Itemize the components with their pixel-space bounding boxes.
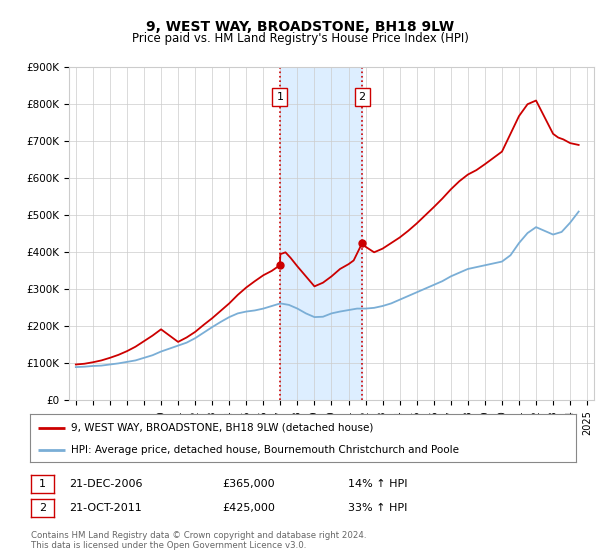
Text: 2: 2 (359, 92, 366, 102)
Text: 14% ↑ HPI: 14% ↑ HPI (348, 479, 407, 489)
Text: Contains HM Land Registry data © Crown copyright and database right 2024.
This d: Contains HM Land Registry data © Crown c… (31, 531, 367, 550)
Text: 2: 2 (39, 503, 46, 513)
Text: 21-OCT-2011: 21-OCT-2011 (69, 503, 142, 513)
Text: £365,000: £365,000 (222, 479, 275, 489)
Text: 21-DEC-2006: 21-DEC-2006 (69, 479, 143, 489)
Text: 9, WEST WAY, BROADSTONE, BH18 9LW (detached house): 9, WEST WAY, BROADSTONE, BH18 9LW (detac… (71, 423, 373, 433)
Text: £425,000: £425,000 (222, 503, 275, 513)
Text: 33% ↑ HPI: 33% ↑ HPI (348, 503, 407, 513)
Text: HPI: Average price, detached house, Bournemouth Christchurch and Poole: HPI: Average price, detached house, Bour… (71, 445, 459, 455)
Bar (280, 67, 362, 400)
Text: 1: 1 (277, 92, 283, 102)
Text: 1: 1 (39, 479, 46, 489)
Text: Price paid vs. HM Land Registry's House Price Index (HPI): Price paid vs. HM Land Registry's House … (131, 32, 469, 45)
Text: 9, WEST WAY, BROADSTONE, BH18 9LW: 9, WEST WAY, BROADSTONE, BH18 9LW (146, 20, 454, 34)
